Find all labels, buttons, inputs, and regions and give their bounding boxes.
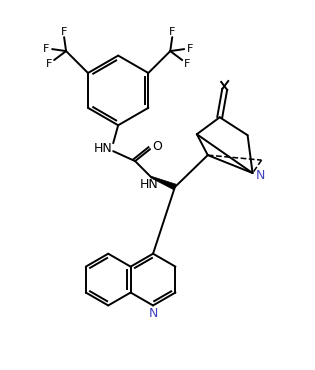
Text: F: F	[184, 59, 190, 69]
Text: F: F	[187, 44, 193, 54]
Text: O: O	[152, 139, 162, 153]
Text: F: F	[169, 27, 175, 37]
Text: N: N	[256, 169, 265, 182]
Text: N: N	[148, 307, 158, 320]
Text: F: F	[46, 59, 52, 69]
Text: HN: HN	[94, 142, 113, 155]
Polygon shape	[151, 176, 176, 190]
Text: F: F	[43, 44, 49, 54]
Text: HN: HN	[140, 178, 158, 192]
Text: F: F	[61, 27, 67, 37]
